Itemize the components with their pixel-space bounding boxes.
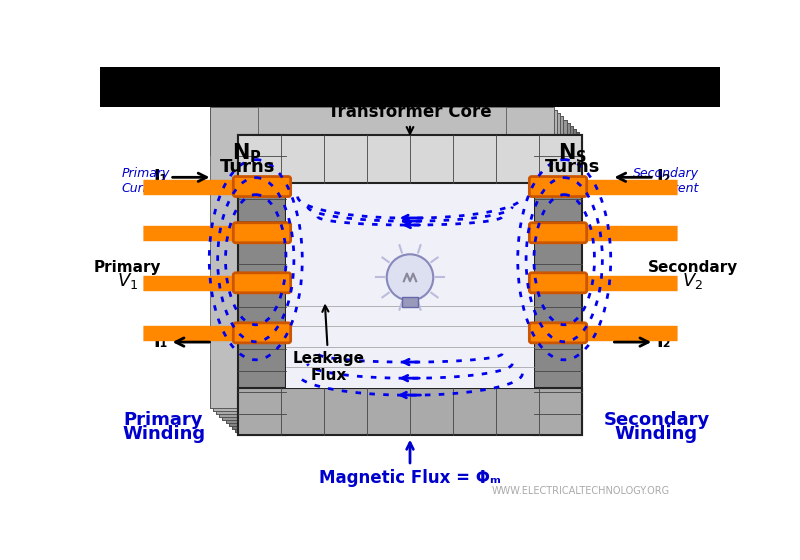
Bar bbox=[219, 116, 267, 417]
Bar bbox=[531, 132, 579, 432]
Bar bbox=[522, 123, 570, 423]
Text: Secondary: Secondary bbox=[648, 260, 738, 275]
Text: Turns: Turns bbox=[219, 158, 275, 176]
Text: Winding: Winding bbox=[615, 424, 698, 443]
Bar bbox=[506, 107, 554, 408]
Bar bbox=[216, 113, 560, 161]
Text: $\mathbf{N_P}$: $\mathbf{N_P}$ bbox=[232, 142, 262, 165]
Text: I₂: I₂ bbox=[657, 333, 671, 351]
Text: $\mathbf{N_S}$: $\mathbf{N_S}$ bbox=[558, 142, 587, 165]
FancyBboxPatch shape bbox=[234, 323, 290, 343]
Text: I₁: I₁ bbox=[153, 169, 167, 186]
Bar bbox=[509, 110, 558, 410]
Bar bbox=[232, 381, 576, 429]
Bar bbox=[232, 129, 576, 176]
Bar bbox=[210, 107, 258, 408]
Text: Primary: Primary bbox=[94, 260, 161, 275]
Text: Primary
Current: Primary Current bbox=[122, 167, 170, 195]
Text: Winding: Winding bbox=[122, 424, 205, 443]
Bar bbox=[222, 119, 566, 167]
Text: Magnetic Flux = Φₘ: Magnetic Flux = Φₘ bbox=[319, 443, 501, 487]
Bar bbox=[222, 372, 566, 420]
Bar bbox=[235, 132, 283, 432]
Text: Transformer Core: Transformer Core bbox=[328, 103, 492, 134]
Bar bbox=[222, 119, 270, 420]
FancyBboxPatch shape bbox=[530, 176, 586, 197]
Bar bbox=[219, 116, 563, 164]
Bar bbox=[235, 384, 579, 432]
Bar bbox=[238, 135, 286, 435]
Bar bbox=[534, 135, 582, 435]
Bar bbox=[226, 123, 570, 170]
Bar bbox=[216, 113, 264, 414]
FancyBboxPatch shape bbox=[234, 176, 290, 197]
Bar bbox=[515, 116, 563, 417]
Text: Leakage
Flux: Leakage Flux bbox=[293, 306, 365, 383]
Bar bbox=[213, 110, 261, 410]
Bar bbox=[216, 366, 560, 414]
Text: Working Principle of a Transformer: Working Principle of a Transformer bbox=[110, 73, 710, 102]
Bar bbox=[238, 388, 582, 435]
Bar bbox=[402, 297, 418, 307]
Bar bbox=[518, 119, 566, 420]
Bar bbox=[238, 135, 582, 183]
Bar bbox=[219, 369, 563, 417]
Bar bbox=[226, 123, 274, 423]
Bar bbox=[232, 129, 280, 429]
Bar bbox=[210, 360, 554, 408]
Text: WWW.ELECTRICALTECHNOLOGY.ORG: WWW.ELECTRICALTECHNOLOGY.ORG bbox=[491, 486, 670, 496]
Text: Turns: Turns bbox=[545, 158, 601, 176]
FancyBboxPatch shape bbox=[530, 323, 586, 343]
FancyBboxPatch shape bbox=[530, 223, 586, 242]
Text: Secondary: Secondary bbox=[603, 411, 710, 429]
Bar bbox=[512, 113, 560, 414]
Bar bbox=[229, 125, 277, 426]
Bar bbox=[213, 363, 558, 410]
Bar bbox=[525, 125, 573, 426]
Bar bbox=[229, 378, 573, 426]
Bar bbox=[528, 129, 576, 429]
Bar bbox=[210, 107, 554, 155]
Bar bbox=[229, 125, 573, 174]
FancyBboxPatch shape bbox=[530, 273, 586, 293]
Text: $V_2$: $V_2$ bbox=[682, 271, 703, 291]
FancyBboxPatch shape bbox=[100, 67, 720, 107]
Text: $V_1$: $V_1$ bbox=[117, 271, 138, 291]
FancyBboxPatch shape bbox=[234, 223, 290, 242]
Bar bbox=[213, 110, 558, 158]
Text: Primary: Primary bbox=[124, 411, 203, 429]
Text: I₁: I₁ bbox=[153, 333, 167, 351]
Text: Secondary
Current: Secondary Current bbox=[633, 167, 699, 195]
Circle shape bbox=[386, 254, 434, 301]
Text: I₂: I₂ bbox=[657, 169, 671, 186]
FancyBboxPatch shape bbox=[234, 273, 290, 293]
Bar bbox=[235, 132, 579, 180]
Bar bbox=[286, 183, 534, 388]
Bar bbox=[226, 375, 570, 423]
